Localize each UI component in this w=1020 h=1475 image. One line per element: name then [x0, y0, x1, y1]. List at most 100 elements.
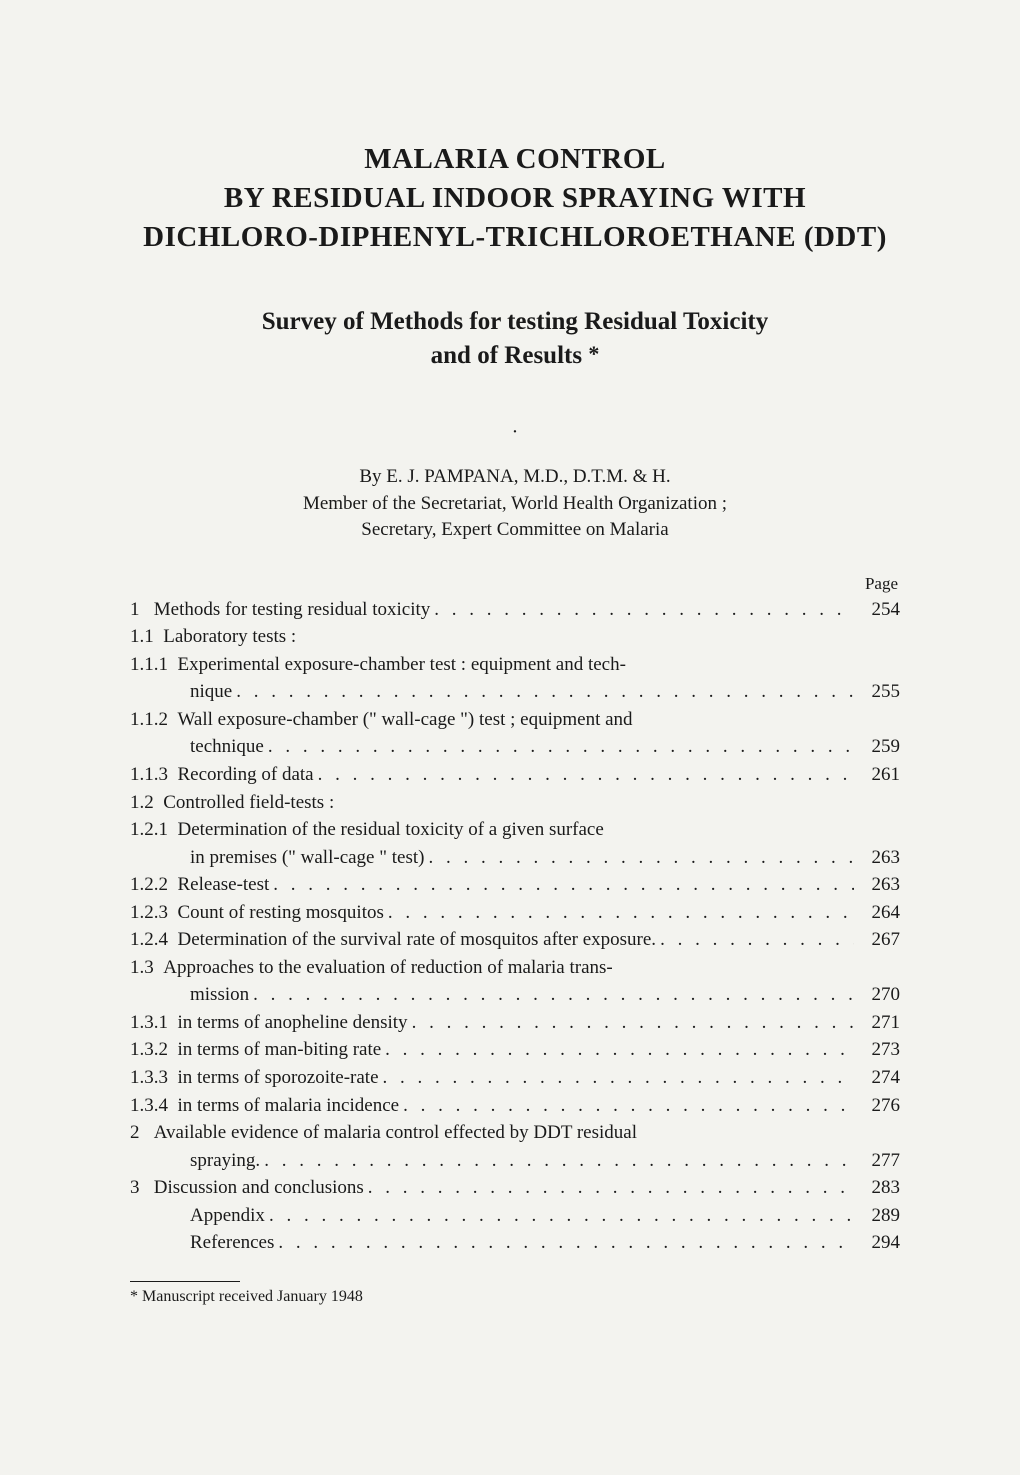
toc-entry-label: Determination of the residual toxicity o… — [178, 816, 604, 844]
toc-row: 1.2.2 Release-test . . . . . . . . . . .… — [130, 871, 900, 899]
toc-entry-label: in terms of malaria incidence — [178, 1092, 400, 1120]
toc-row: 1.2.1 Determination of the residual toxi… — [130, 816, 900, 844]
toc-row: 1.1 Laboratory tests : — [130, 623, 900, 651]
document-page: MALARIA CONTROL BY RESIDUAL INDOOR SPRAY… — [0, 0, 1020, 1475]
toc-leader-dots: . . . . . . . . . . . . . . . . . . . . … — [274, 1229, 854, 1257]
subtitle-block: Survey of Methods for testing Residual T… — [130, 305, 900, 373]
toc-entry-label: Appendix — [190, 1202, 265, 1230]
toc-entry-label: Release-test — [178, 871, 270, 899]
toc-entry-number: 1.3.1 — [130, 1009, 178, 1037]
toc-entry-label: Recording of data — [178, 761, 314, 789]
toc-entry-number: 1.2.1 — [130, 816, 178, 844]
toc-leader-dots: . . . . . . . . . . . . . . . . . . . . … — [269, 871, 854, 899]
toc-leader-dots: . . . . . . . . . . . . . . . . . . . . … — [379, 1064, 854, 1092]
byline-line-3: Secretary, Expert Committee on Malaria — [130, 517, 900, 544]
toc-row: 1.3 Approaches to the evaluation of redu… — [130, 954, 900, 982]
toc-entry-label: nique — [190, 678, 232, 706]
byline-line-1: By E. J. PAMPANA, M.D., D.T.M. & H. — [130, 464, 900, 491]
toc-leader-dots: . . . . . . . . . . . . . . . . . . . . … — [264, 733, 854, 761]
toc-entry-number: 1.1.3 — [130, 761, 178, 789]
toc-entry-page: 255 — [854, 678, 900, 706]
toc-leader-dots: . . . . . . . . . . . . . . . . . . . . … — [430, 596, 854, 624]
toc-entry-label: References — [190, 1229, 274, 1257]
toc-entry-page: 263 — [854, 844, 900, 872]
toc-entry-label: spraying. — [190, 1147, 260, 1175]
toc-entry-label: in terms of man-biting rate — [178, 1036, 382, 1064]
toc-leader-dots: . . . . . . . . . . . . . . . . . . . . … — [408, 1009, 854, 1037]
toc-entry-label: in premises (" wall-cage " test) — [190, 844, 424, 872]
toc-entry-page: 277 — [854, 1147, 900, 1175]
toc-leader-dots: . . . . . . . . . . . . . . . . . . . . … — [384, 899, 854, 927]
byline-line-2: Member of the Secretariat, World Health … — [130, 491, 900, 518]
toc-row: 1.1.3 Recording of data . . . . . . . . … — [130, 761, 900, 789]
toc-leader-dots: . . . . . . . . . . . . . . . . . . . . … — [656, 926, 854, 954]
toc-entry-page: 271 — [854, 1009, 900, 1037]
subtitle-line-2-text: and of Results — [431, 342, 582, 369]
toc-entry-page: 267 — [854, 926, 900, 954]
toc-entry-page: 259 — [854, 733, 900, 761]
toc-row: spraying. . . . . . . . . . . . . . . . … — [130, 1147, 900, 1175]
toc-entry-number: 1.3.3 — [130, 1064, 178, 1092]
toc-leader-dots: . . . . . . . . . . . . . . . . . . . . … — [314, 761, 854, 789]
toc-leader-dots: . . . . . . . . . . . . . . . . . . . . … — [364, 1174, 854, 1202]
toc-row: 1 Methods for testing residual toxicity … — [130, 596, 900, 624]
subtitle-line-1: Survey of Methods for testing Residual T… — [130, 305, 900, 339]
toc-row: 1.2 Controlled field-tests : — [130, 789, 900, 817]
toc-entry-page: 254 — [854, 596, 900, 624]
toc-entry-number: 1.2.3 — [130, 899, 178, 927]
toc-entry-number: 1.3.4 — [130, 1092, 178, 1120]
toc-entry-label: Count of resting mosquitos — [178, 899, 384, 927]
toc-row: 1.3.1 in terms of anopheline density . .… — [130, 1009, 900, 1037]
toc-entry-number: 1.2.2 — [130, 871, 178, 899]
toc-leader-dots: . . . . . . . . . . . . . . . . . . . . … — [260, 1147, 854, 1175]
toc-entry-number: 1.2 — [130, 789, 163, 817]
toc-leader-dots: . . . . . . . . . . . . . . . . . . . . … — [265, 1202, 854, 1230]
title-line-3: DICHLORO-DIPHENYL-TRICHLOROETHANE (DDT) — [130, 218, 900, 257]
toc-row: 1.1.1 Experimental exposure-chamber test… — [130, 651, 900, 679]
toc-entry-label: Available evidence of malaria control ef… — [154, 1119, 637, 1147]
toc-entry-page: 274 — [854, 1064, 900, 1092]
title-block: MALARIA CONTROL BY RESIDUAL INDOOR SPRAY… — [130, 140, 900, 257]
toc-entry-label: in terms of sporozoite-rate — [178, 1064, 379, 1092]
toc-entry-label: Approaches to the evaluation of reductio… — [163, 954, 613, 982]
table-of-contents: 1 Methods for testing residual toxicity … — [130, 596, 900, 1257]
toc-row: 2 Available evidence of malaria control … — [130, 1119, 900, 1147]
toc-row: 1.2.4 Determination of the survival rate… — [130, 926, 900, 954]
subtitle-line-2: and of Results * — [130, 339, 900, 373]
toc-leader-dots: . . . . . . . . . . . . . . . . . . . . … — [249, 981, 854, 1009]
toc-entry-label: Controlled field-tests : — [163, 789, 334, 817]
toc-entry-page: 294 — [854, 1229, 900, 1257]
byline-block: By E. J. PAMPANA, M.D., D.T.M. & H. Memb… — [130, 464, 900, 544]
toc-entry-number: 1 — [130, 596, 154, 624]
toc-row: in premises (" wall-cage " test) . . . .… — [130, 844, 900, 872]
footnote-rule — [130, 1281, 240, 1282]
toc-entry-page: 276 — [854, 1092, 900, 1120]
toc-leader-dots: . . . . . . . . . . . . . . . . . . . . … — [232, 678, 854, 706]
toc-leader-dots: . . . . . . . . . . . . . . . . . . . . … — [424, 844, 854, 872]
toc-row: mission . . . . . . . . . . . . . . . . … — [130, 981, 900, 1009]
toc-row: References . . . . . . . . . . . . . . .… — [130, 1229, 900, 1257]
toc-entry-label: Discussion and conclusions — [154, 1174, 364, 1202]
toc-entry-number: 3 — [130, 1174, 154, 1202]
toc-entry-page: 273 — [854, 1036, 900, 1064]
toc-row: 1.3.4 in terms of malaria incidence . . … — [130, 1092, 900, 1120]
toc-entry-label: mission — [190, 981, 249, 1009]
title-line-2: BY RESIDUAL INDOOR SPRAYING WITH — [130, 179, 900, 218]
toc-entry-page: 289 — [854, 1202, 900, 1230]
toc-row: 1.3.3 in terms of sporozoite-rate . . . … — [130, 1064, 900, 1092]
toc-row: nique . . . . . . . . . . . . . . . . . … — [130, 678, 900, 706]
toc-entry-label: Experimental exposure-chamber test : equ… — [178, 651, 626, 679]
footnote: * Manuscript received January 1948 — [130, 1288, 900, 1306]
toc-entry-number: 1.1.1 — [130, 651, 178, 679]
toc-entry-number: 1.1.2 — [130, 706, 178, 734]
toc-entry-number: 1.3 — [130, 954, 163, 982]
toc-entry-label: Laboratory tests : — [163, 623, 296, 651]
toc-entry-page: 263 — [854, 871, 900, 899]
toc-entry-label: Methods for testing residual toxicity — [154, 596, 431, 624]
toc-entry-number: 1.1 — [130, 623, 163, 651]
toc-entry-page: 261 — [854, 761, 900, 789]
toc-row: 3 Discussion and conclusions . . . . . .… — [130, 1174, 900, 1202]
page-column-label: Page — [130, 574, 900, 594]
toc-entry-page: 283 — [854, 1174, 900, 1202]
toc-row: technique . . . . . . . . . . . . . . . … — [130, 733, 900, 761]
